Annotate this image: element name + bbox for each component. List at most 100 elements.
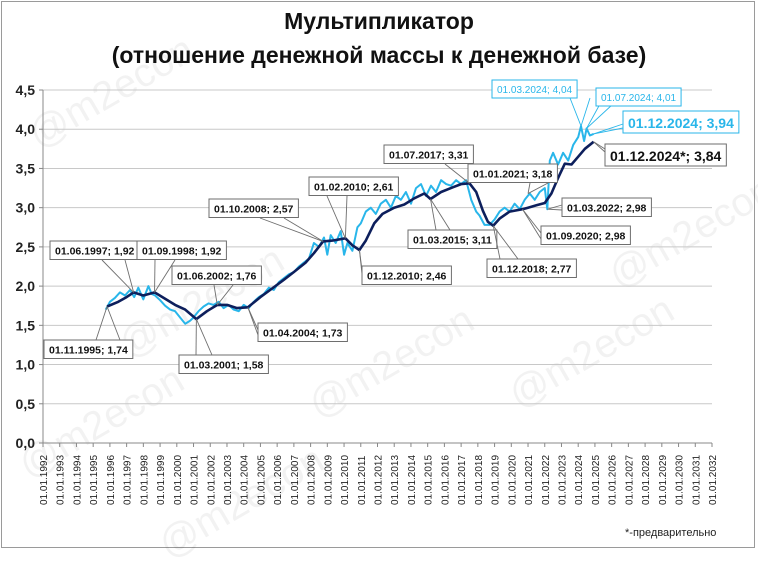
annotation-label: 01.09.2020; 2,98: [541, 226, 630, 245]
x-tick-label: 01.01.2025: [591, 455, 602, 505]
annotation-label: 01.07.2024; 4,01: [596, 88, 681, 106]
svg-text:01.03.2024; 4,04: 01.03.2024; 4,04: [497, 85, 573, 96]
x-tick-label: 01.01.1996: [106, 455, 117, 505]
annotation-leader-line: [96, 307, 107, 340]
y-tick-label: 3,5: [16, 160, 36, 176]
svg-text:01.06.1997; 1,92: 01.06.1997; 1,92: [55, 246, 135, 258]
svg-text:01.07.2024; 4,01: 01.07.2024; 4,01: [601, 93, 677, 104]
x-tick-label: 01.01.2029: [658, 455, 669, 505]
annotation-leader-line: [581, 98, 590, 126]
x-tick-label: 01.01.2007: [290, 455, 301, 505]
line-chart: 0,00,51,01,52,02,53,03,54,04,501.01.1992…: [0, 0, 758, 551]
annotation-label: 01.09.1998; 1,92: [137, 241, 226, 260]
annotation-leader-line: [196, 319, 212, 355]
x-tick-label: 01.01.1993: [56, 455, 67, 505]
annotation-leader-line: [107, 307, 120, 340]
svg-text:01.03.2001; 1,58: 01.03.2001; 1,58: [184, 360, 264, 372]
svg-text:01.09.2020; 2,98: 01.09.2020; 2,98: [546, 231, 626, 243]
y-tick-label: 3,0: [16, 200, 36, 216]
x-tick-label: 01.01.2031: [691, 455, 702, 505]
annotation-label: 01.03.2015; 3,11: [408, 230, 497, 249]
x-tick-label: 01.01.2018: [474, 455, 485, 505]
x-tick-label: 01.01.2027: [624, 455, 635, 505]
x-tick-label: 01.01.1997: [123, 455, 134, 505]
x-tick-label: 01.01.2004: [240, 455, 251, 505]
y-tick-label: 2,5: [16, 239, 36, 255]
annotation-leader-line: [523, 209, 541, 233]
x-tick-label: 01.01.2012: [374, 455, 385, 505]
svg-text:01.07.2017; 3,31: 01.07.2017; 3,31: [389, 150, 469, 162]
x-tick-label: 01.01.2022: [541, 455, 552, 505]
y-tick-label: 4,5: [16, 82, 36, 98]
svg-text:01.02.2010; 2,61: 01.02.2010; 2,61: [314, 182, 394, 194]
x-tick-label: 01.01.2003: [223, 455, 234, 505]
annotation-leader-line: [548, 209, 562, 210]
annotation-label: 01.12.2024*; 3,84: [605, 144, 726, 166]
x-tick-label: 01.01.1994: [72, 455, 83, 505]
x-tick-label: 01.01.2024: [574, 455, 585, 505]
x-tick-label: 01.01.2032: [708, 455, 719, 505]
annotation-leader-line: [260, 218, 323, 241]
annotation-label: 01.04.2004; 1,73: [258, 323, 347, 342]
x-tick-label: 01.01.2014: [407, 455, 418, 505]
x-tick-label: 01.01.2026: [608, 455, 619, 505]
x-tick-label: 01.01.2021: [524, 455, 535, 505]
x-tick-label: 01.01.2006: [273, 455, 284, 505]
svg-text:01.10.2008; 2,57: 01.10.2008; 2,57: [214, 204, 294, 216]
x-tick-label: 01.01.2011: [357, 455, 368, 505]
svg-text:01.12.2018; 2,77: 01.12.2018; 2,77: [492, 264, 572, 276]
annotation-leader-line: [594, 142, 605, 152]
annotation-leader-line: [284, 218, 323, 241]
svg-text:01.04.2004; 1,73: 01.04.2004; 1,73: [263, 328, 343, 340]
annotation-label: 01.12.2018; 2,77: [487, 259, 576, 278]
annotation-label: 01.12.2010; 2,46: [362, 266, 451, 285]
y-tick-label: 0,5: [16, 396, 36, 412]
annotation-leader-line: [327, 196, 345, 238]
annotation-label: 01.11.1995; 1,74: [44, 340, 133, 359]
annotation-leader-line: [523, 209, 541, 239]
svg-text:01.11.1995; 1,74: 01.11.1995; 1,74: [49, 345, 128, 357]
x-tick-label: 01.01.2001: [190, 455, 201, 505]
annotation-label: 01.10.2008; 2,57: [209, 199, 298, 218]
annotation-leader-line: [587, 104, 600, 128]
x-tick-label: 01.01.2023: [557, 455, 568, 505]
x-tick-label: 01.01.2005: [256, 455, 267, 505]
annotation-label: 01.03.2022; 2,98: [562, 198, 651, 217]
x-tick-label: 01.01.1999: [156, 455, 167, 505]
annotation-leader-line: [587, 104, 613, 128]
annotation-leader-line: [345, 196, 347, 238]
annotation-label: 01.06.1997; 1,92: [50, 241, 139, 260]
footnote: *-предварительно: [625, 527, 716, 539]
annotation-label: 01.03.2024; 4,04: [492, 80, 577, 98]
svg-text:01.09.1998; 1,92: 01.09.1998; 1,92: [142, 246, 222, 258]
y-tick-label: 2,0: [16, 278, 36, 294]
annotation-label: 01.01.2021; 3,18: [468, 164, 557, 183]
x-tick-label: 01.01.2020: [507, 455, 518, 505]
x-tick-label: 01.01.2010: [340, 455, 351, 505]
svg-text:01.12.2010; 2,46: 01.12.2010; 2,46: [367, 271, 447, 283]
monthly-series-line: [106, 126, 594, 324]
annotation-label: 01.06.2002; 1,76: [172, 266, 261, 285]
x-tick-label: 01.01.2009: [323, 455, 334, 505]
svg-text:01.03.2015; 3,11: 01.03.2015; 3,11: [413, 235, 492, 247]
svg-text:01.06.2002; 1,76: 01.06.2002; 1,76: [177, 271, 257, 283]
x-tick-label: 01.01.1995: [89, 455, 100, 505]
y-tick-label: 1,5: [16, 317, 36, 333]
svg-text:01.12.2024; 3,94: 01.12.2024; 3,94: [628, 115, 734, 131]
x-tick-label: 01.01.2016: [440, 455, 451, 505]
annotation-label: 01.02.2010; 2,61: [309, 177, 398, 196]
annotation-leader-line: [528, 183, 530, 194]
annotation-label: 01.12.2024; 3,94: [623, 111, 739, 133]
annotation-label: 01.03.2001; 1,58: [179, 355, 268, 374]
x-tick-label: 01.01.2019: [491, 455, 502, 505]
y-tick-label: 4,0: [16, 121, 36, 137]
x-tick-label: 01.01.2015: [424, 455, 435, 505]
annotation-label: 01.07.2017; 3,31: [384, 145, 473, 164]
x-tick-label: 01.01.2017: [457, 455, 468, 505]
svg-text:01.03.2022; 2,98: 01.03.2022; 2,98: [567, 203, 647, 215]
x-tick-label: 01.01.2030: [675, 455, 686, 505]
x-tick-label: 01.01.2000: [173, 455, 184, 505]
annotation-leader-line: [217, 285, 233, 305]
annotation-leader-line: [570, 98, 581, 126]
y-tick-label: 1,0: [16, 357, 36, 373]
